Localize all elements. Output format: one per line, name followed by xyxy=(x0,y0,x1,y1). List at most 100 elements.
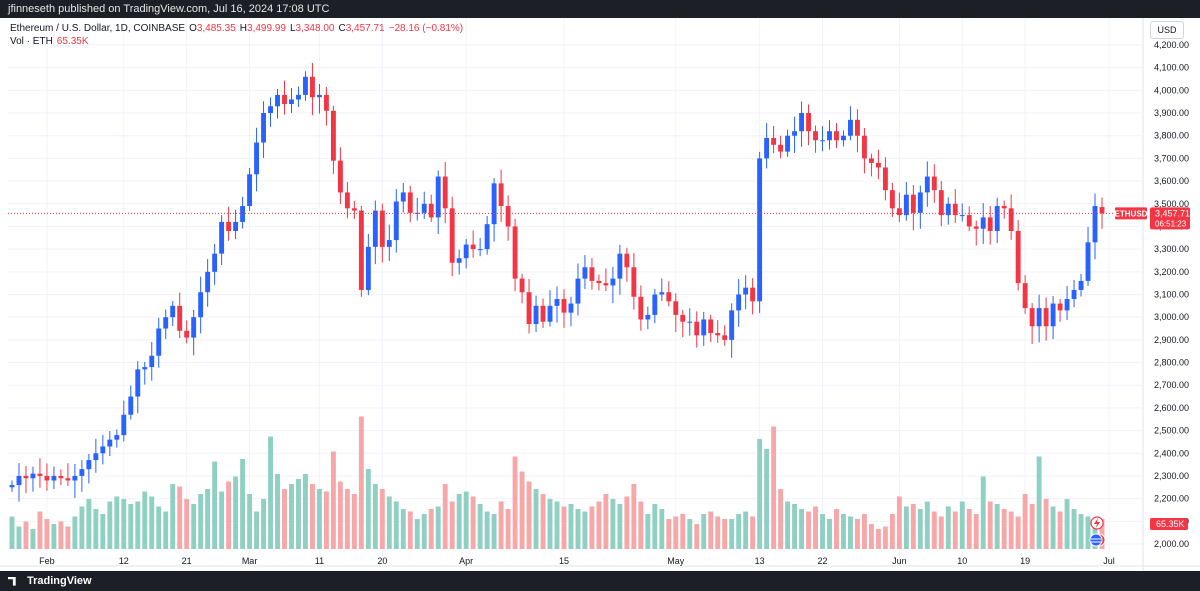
volume-bar xyxy=(414,519,420,549)
symbol-badge xyxy=(1115,207,1147,220)
volume-bar xyxy=(323,491,329,549)
candle-body xyxy=(750,287,756,302)
candle-body xyxy=(344,192,350,209)
volume-bar xyxy=(603,494,609,549)
volume-bar xyxy=(673,516,679,549)
candle-body xyxy=(1022,283,1028,309)
volume-bar xyxy=(337,481,343,549)
candle-body xyxy=(365,246,371,290)
currency-selector[interactable]: USD xyxy=(1150,21,1184,39)
volume-bar xyxy=(247,494,253,549)
candle-body xyxy=(938,190,944,216)
volume-bar xyxy=(198,494,204,549)
candle-body xyxy=(226,221,232,231)
volume-bar xyxy=(184,499,190,549)
candle-body xyxy=(1050,303,1056,327)
volume-bar xyxy=(191,504,197,549)
candle-body xyxy=(484,224,490,250)
date-tick-label: 12 xyxy=(119,556,129,566)
lightning-glyph-icon xyxy=(1094,518,1100,528)
candle-body xyxy=(393,201,399,241)
candle-body xyxy=(289,99,294,104)
candle-body xyxy=(917,192,923,213)
chart-area[interactable]: 2,000.002,100.002,200.002,300.002,400.00… xyxy=(0,18,1200,571)
volume-bar xyxy=(240,459,246,549)
date-tick-label: Feb xyxy=(39,556,55,566)
volume-bar xyxy=(1085,516,1091,549)
volume-bar xyxy=(764,449,770,549)
candle-body xyxy=(275,94,280,107)
candle-body xyxy=(184,330,190,338)
candle-body xyxy=(1085,242,1091,281)
candle-body xyxy=(156,328,162,356)
tradingview-logo[interactable]: TradingView xyxy=(8,571,92,591)
publish-bar: jfinneseth published on TradingView.com,… xyxy=(0,0,1200,18)
price-tick-label: 3,100.00 xyxy=(1154,290,1189,300)
volume-bar xyxy=(952,511,958,549)
candle-body xyxy=(212,253,218,272)
candle-body xyxy=(456,258,462,263)
legend-open: O3,485.35 xyxy=(189,23,236,34)
candle-body xyxy=(882,167,888,191)
price-axis[interactable]: 2,000.002,100.002,200.002,300.002,400.00… xyxy=(1154,40,1189,549)
candle-body xyxy=(966,215,972,227)
candle-body xyxy=(785,135,791,152)
chart-legend[interactable]: Ethereum / U.S. Dollar, 1D, COINBASE O3,… xyxy=(10,22,463,48)
volume-bar xyxy=(351,494,357,549)
volume-bar xyxy=(827,519,832,549)
volume-bar xyxy=(358,416,364,549)
candle-body xyxy=(1092,206,1098,243)
candle-body xyxy=(428,203,434,218)
candle-body xyxy=(233,221,239,231)
candle-body xyxy=(72,475,78,481)
volume-bar xyxy=(610,499,616,549)
volume-bar xyxy=(156,506,162,549)
candle-body xyxy=(310,76,315,98)
candle-body xyxy=(400,192,406,202)
candle-body xyxy=(994,206,1000,231)
volume-bar xyxy=(820,514,825,549)
volume-bar xyxy=(743,511,749,549)
candle-body xyxy=(757,158,763,302)
volume-bar xyxy=(310,484,315,549)
legend-low: L3,348.00 xyxy=(289,23,335,34)
volume-bar xyxy=(875,529,881,549)
price-tick-label: 3,000.00 xyxy=(1154,312,1189,322)
volume-bar xyxy=(44,519,50,549)
price-tick-label: 2,200.00 xyxy=(1154,494,1189,504)
candle-body xyxy=(449,208,455,263)
candle-body xyxy=(875,162,881,168)
price-tick-label: 2,700.00 xyxy=(1154,380,1189,390)
volume-bar xyxy=(589,506,595,549)
volume-bar xyxy=(848,516,853,549)
volume-bar xyxy=(868,524,874,549)
volume-bar xyxy=(107,501,113,549)
candle-body xyxy=(268,106,273,114)
volume-bar xyxy=(435,506,441,549)
volume-bar xyxy=(708,511,714,549)
volume-bar xyxy=(449,501,455,549)
candle-body xyxy=(924,176,930,193)
price-chart[interactable]: 2,000.002,100.002,200.002,300.002,400.00… xyxy=(0,18,1200,571)
candle-body xyxy=(1043,308,1049,327)
volume-bar xyxy=(917,509,923,549)
volume-bar xyxy=(386,496,392,549)
volume-bar xyxy=(1064,499,1070,549)
candle-body xyxy=(435,176,441,218)
volume-bars xyxy=(9,416,1105,549)
candle-body xyxy=(582,267,588,279)
candle-body xyxy=(861,135,867,159)
candle-body xyxy=(316,94,322,98)
time-axis[interactable]: Feb1221Mar1120Apr15May1322Jun1019Jul1524 xyxy=(39,556,1200,566)
candle-body xyxy=(980,217,986,229)
candle-body xyxy=(30,473,36,479)
volume-bar xyxy=(896,496,902,549)
volume-bar xyxy=(491,514,497,549)
volume-bar xyxy=(135,501,141,549)
volume-bar xyxy=(1008,511,1014,549)
volume-bar xyxy=(456,494,462,549)
candle-body xyxy=(505,206,511,227)
volume-bar xyxy=(966,509,972,549)
volume-bar xyxy=(792,504,798,549)
candle-body xyxy=(638,296,644,320)
